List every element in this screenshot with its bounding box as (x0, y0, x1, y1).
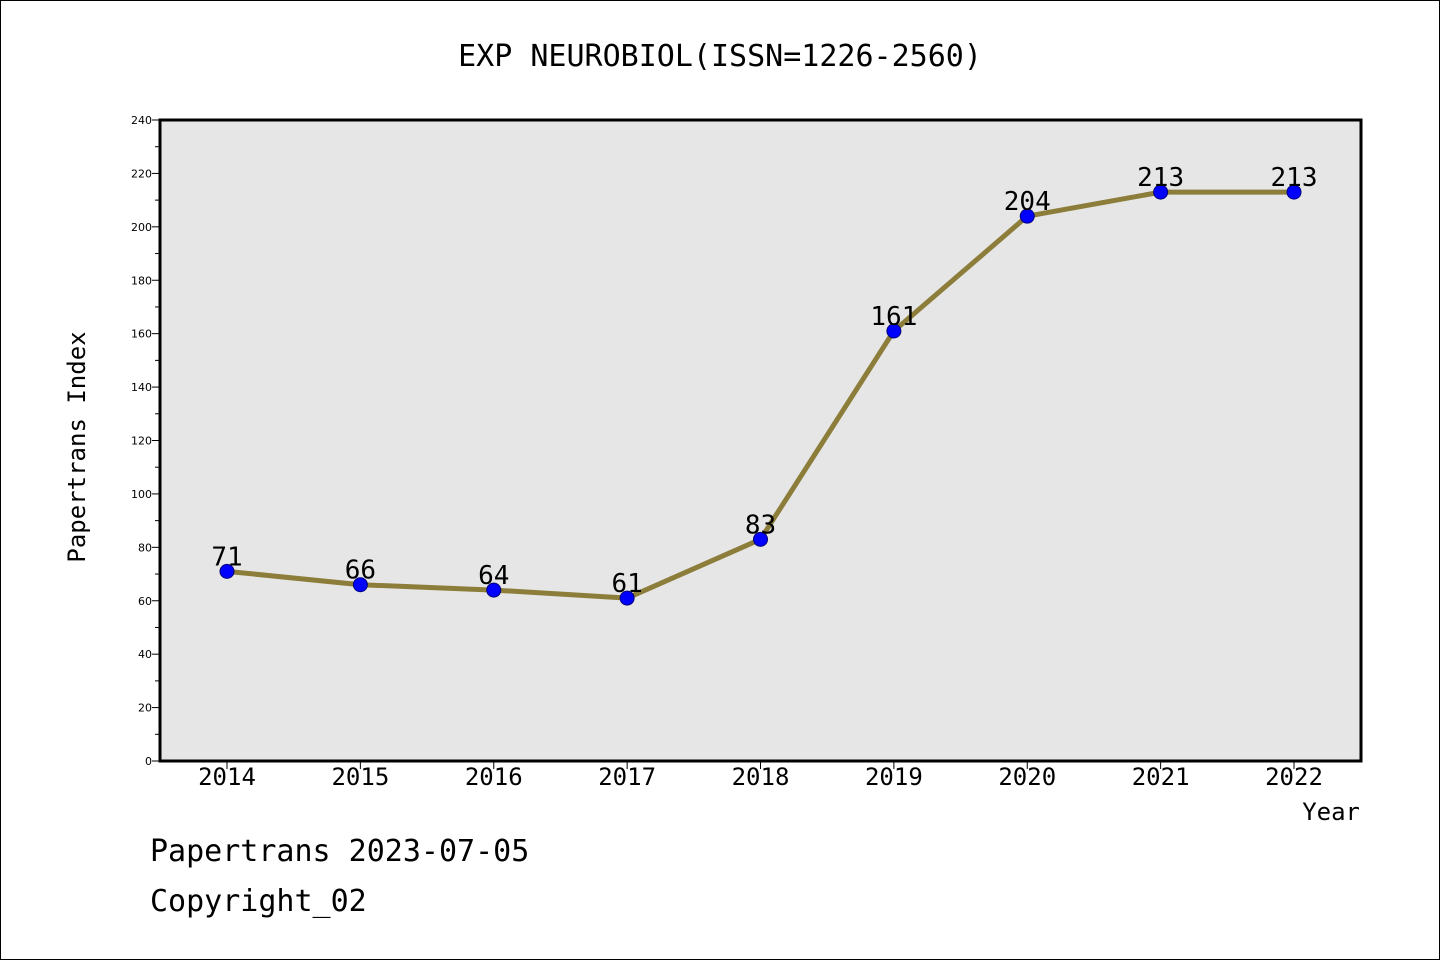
y-tick-label: 80 (138, 541, 152, 554)
data-label: 213 (1137, 163, 1184, 193)
data-point (486, 582, 502, 598)
data-points (219, 184, 1302, 606)
data-label: 71 (211, 542, 242, 572)
y-tick-label: 200 (131, 221, 152, 234)
y-tick-label: 120 (131, 435, 152, 448)
x-tick-label: 2020 (998, 763, 1056, 791)
chart-title: EXP NEUROBIOL(ISSN=1226-2560) (458, 39, 982, 74)
data-point (1019, 208, 1035, 224)
x-tick-label: 2022 (1265, 763, 1323, 791)
x-tick-label: 2017 (598, 763, 656, 791)
y-tick-label: 0 (145, 755, 152, 768)
y-tick-label: 40 (138, 648, 152, 661)
x-tick-label: 2019 (865, 763, 923, 791)
data-label: 204 (1004, 187, 1051, 217)
y-axis-label: Papertrans Index (63, 331, 91, 562)
x-tick-label: 2021 (1132, 763, 1190, 791)
footer-copyright: Copyright_02 (150, 884, 367, 919)
y-tick-label: 100 (131, 488, 152, 501)
y-tick-label: 160 (131, 328, 152, 341)
data-label: 61 (611, 569, 642, 599)
x-axis-label: Year (1302, 798, 1360, 826)
data-point (753, 531, 768, 547)
data-point (352, 577, 368, 593)
data-label: 66 (345, 556, 376, 586)
y-tick-label: 220 (131, 167, 152, 180)
data-point (886, 323, 902, 339)
data-label: 213 (1271, 163, 1318, 193)
y-tick-label: 240 (131, 114, 152, 127)
y-tick-label: 60 (138, 595, 152, 608)
y-tick-label: 180 (131, 274, 152, 287)
data-label: 64 (478, 561, 509, 591)
data-point (219, 563, 235, 579)
data-point (619, 590, 635, 606)
data-label: 83 (745, 510, 776, 540)
data-point (1153, 184, 1169, 200)
x-axis: 2014 2015 2016 2017 2018 2019 2020 2021 2022 (198, 761, 1323, 791)
y-tick-label: 20 (138, 702, 152, 715)
data-label: 161 (870, 302, 917, 332)
footer-date: Papertrans 2023-07-05 (150, 834, 530, 869)
data-labels: 71 66 64 61 83 161 204 213 213 (211, 163, 1317, 599)
y-axis: 0 20 40 60 80 100 120 140 160 180 200 220 240 (131, 114, 160, 768)
x-tick-label: 2014 (198, 763, 256, 791)
plot-area (158, 118, 1363, 763)
x-tick-label: 2018 (732, 763, 790, 791)
data-point (1286, 184, 1302, 200)
x-tick-label: 2015 (331, 763, 389, 791)
y-tick-label: 140 (131, 381, 152, 394)
x-tick-label: 2016 (465, 763, 523, 791)
